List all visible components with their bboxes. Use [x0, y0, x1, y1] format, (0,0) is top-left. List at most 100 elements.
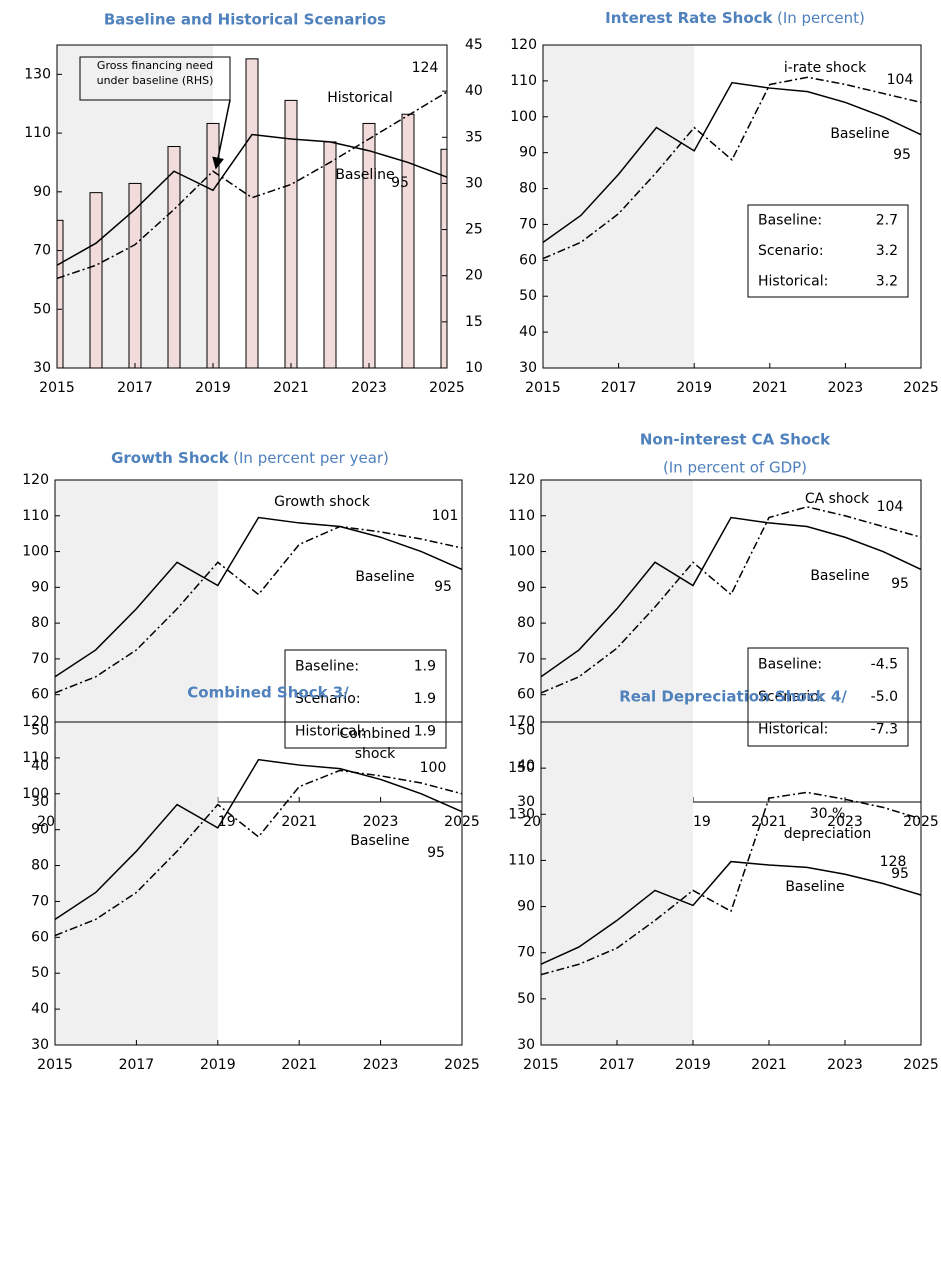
bar — [167, 146, 181, 368]
x-tick-label: 2025 — [429, 380, 465, 396]
x-tick-label: 2015 — [37, 1057, 73, 1073]
bar — [284, 99, 298, 368]
stats-value: 1.9 — [414, 658, 436, 674]
annotation: Gross financing need under baseline (RHS… — [96, 59, 214, 87]
plot-frame — [542, 44, 922, 369]
series-label-box: CA shock — [804, 491, 870, 507]
annotation-arrow — [212, 99, 231, 170]
series-label: Baseline — [335, 167, 395, 183]
series-label: Combined shock — [339, 726, 411, 762]
stats-box — [747, 647, 909, 747]
y-tick-label: 70 — [31, 893, 49, 909]
chart-title: Real Depreciation Shock 4/ — [619, 688, 847, 706]
y2-tick-label: 15 — [465, 314, 483, 330]
y-tick-label: 70 — [519, 216, 537, 232]
y-tick-label: 80 — [517, 615, 535, 631]
series-label-box: Baseline — [335, 167, 395, 183]
x-tick-label: 2023 — [827, 814, 863, 830]
line — [55, 516, 462, 678]
end-value-label: 124 — [412, 60, 439, 76]
y-tick-label: 30 — [31, 794, 49, 810]
plot-frame — [54, 721, 463, 1046]
x-tick-label: 2017 — [601, 380, 637, 396]
x-tick-label: 2021 — [281, 1057, 317, 1073]
title-main: Growth Shock — [111, 449, 230, 467]
y-tick-label: 90 — [31, 822, 49, 838]
y-tick-label: 90 — [517, 899, 535, 915]
y-tick-label: 40 — [517, 758, 535, 774]
bar — [57, 219, 64, 368]
plot-frame — [540, 721, 922, 1046]
stats-box — [284, 649, 447, 749]
y-tick-label: 130 — [508, 806, 535, 822]
bar — [206, 122, 220, 368]
y-tick-label: 70 — [517, 945, 535, 961]
x-tick-label: 2025 — [903, 1057, 939, 1073]
y-tick-label: 70 — [33, 243, 51, 259]
end-value-label: 101 — [432, 508, 459, 524]
y-tick-label: 50 — [31, 965, 49, 981]
y-tick-label: 170 — [508, 714, 535, 730]
annotation-frame — [79, 56, 231, 101]
series-label: Baseline — [355, 569, 415, 585]
x-tick-label: 2019 — [195, 380, 231, 396]
y-tick-label: 90 — [31, 579, 49, 595]
x-tick-label: 2019 — [200, 1057, 236, 1073]
y-tick-label: 90 — [517, 579, 535, 595]
plot-area — [57, 45, 447, 368]
stats-value: -4.5 — [871, 656, 898, 672]
y-tick-label: 30 — [33, 360, 51, 376]
series-label-box: Baseline — [810, 568, 869, 584]
y2-tick-label: 35 — [465, 129, 483, 145]
bar — [440, 148, 447, 368]
y-tick-label: 120 — [22, 472, 49, 488]
x-tick-label: 2023 — [351, 380, 387, 396]
x-tick-label: 2017 — [599, 1057, 635, 1073]
end-value-label: 95 — [434, 579, 452, 595]
series-label-box: Baseline — [350, 833, 409, 849]
series-label: CA shock — [804, 491, 870, 507]
series-label-box: Baseline — [785, 879, 845, 895]
y-tick-label: 120 — [510, 37, 537, 53]
series-label: Growth shock — [274, 494, 370, 510]
end-value-label: 100 — [420, 760, 447, 776]
series-label-box: Growth shock — [274, 494, 370, 510]
y2-tick-label: 30 — [465, 175, 483, 191]
line — [55, 758, 462, 921]
y-tick-label: 60 — [517, 687, 535, 703]
bar — [245, 58, 259, 368]
stats-label: Historical: — [758, 274, 828, 290]
annotation-box: Gross financing need under baseline (RHS… — [96, 59, 214, 87]
x-tick-label: 2023 — [363, 814, 399, 830]
x-tick-label: 2021 — [752, 380, 788, 396]
y-tick-label: 50 — [31, 722, 49, 738]
stats-value: 3.2 — [876, 274, 898, 290]
y-tick-label: 50 — [517, 722, 535, 738]
y-tick-label: 90 — [519, 145, 537, 161]
chart-title: Non-interest CA Shock — [640, 431, 831, 449]
y-tick-label: 110 — [22, 508, 49, 524]
x-tick-label: 2017 — [119, 1057, 155, 1073]
stats-value: -7.3 — [871, 722, 898, 738]
x-tick-label: 2023 — [827, 1057, 863, 1073]
y-tick-label: 100 — [22, 544, 49, 560]
y-tick-label: 40 — [31, 758, 49, 774]
chart-title: Growth Shock (In percent per year) — [111, 449, 389, 467]
shaded-period — [541, 722, 693, 1045]
end-value-label: 95 — [891, 866, 909, 882]
y-tick-label: 60 — [31, 929, 49, 945]
end-value-label: 104 — [887, 72, 914, 88]
series-label: Baseline — [785, 879, 845, 895]
series-label-box: 30 % depreciation — [784, 806, 871, 842]
x-tick-label: 2015 — [39, 380, 75, 396]
y-tick-label: 120 — [508, 472, 535, 488]
x-tick-label: 2015 — [523, 1057, 559, 1073]
line — [55, 525, 462, 694]
shaded-period — [55, 722, 218, 1045]
stats-label: Scenario: — [295, 691, 361, 707]
chart-title: Interest Rate Shock (In percent) — [605, 9, 865, 27]
y-tick-label: 50 — [519, 288, 537, 304]
line — [57, 133, 447, 266]
y2-tick-label: 45 — [465, 37, 483, 53]
x-tick-label: 2023 — [363, 1057, 399, 1073]
